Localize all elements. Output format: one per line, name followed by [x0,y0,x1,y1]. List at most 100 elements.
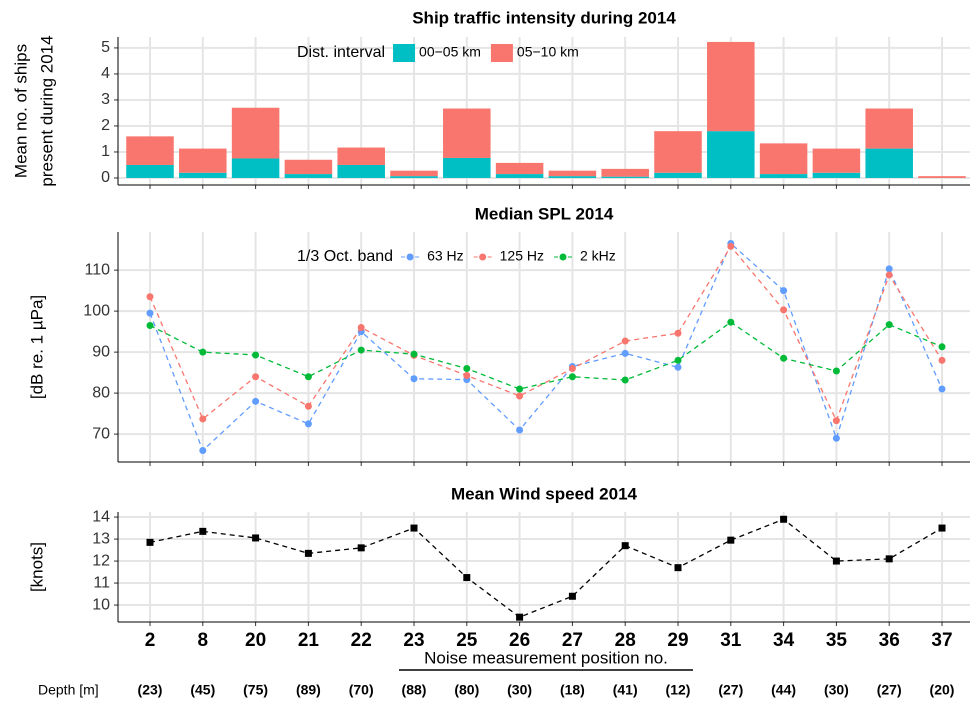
marker [199,447,207,455]
marker [146,538,154,546]
marker [674,329,682,337]
y-tick-label: 10 [92,596,110,613]
marker [568,592,576,600]
bar [443,157,491,178]
y-tick-label: 12 [92,552,110,569]
bar [231,158,280,178]
marker [516,392,524,400]
depth-value: (20) [930,682,955,698]
depth-value: (89) [296,682,321,698]
legend-title: 1/3 Oct. band [297,248,393,265]
marker [463,371,471,379]
legend-label: 125 Hz [500,248,544,264]
y-tick-label: 100 [83,302,110,319]
y-tick-label: 70 [92,425,110,442]
bar [179,148,227,173]
bar [126,136,174,165]
depth-value: (30) [824,682,849,698]
marker [252,373,260,381]
marker [252,534,260,542]
marker [885,271,893,279]
marker [780,287,788,295]
x-tick-label: 23 [403,630,424,651]
x-tick-label: 29 [667,630,688,651]
marker [199,527,207,535]
bar [812,148,861,173]
marker [516,426,524,434]
bar [759,143,808,175]
marker [304,373,312,381]
y-tick-label: 0 [101,169,110,186]
y-tick-label: 2 [101,117,110,134]
bar [601,168,649,177]
depth-value: (41) [613,682,638,698]
legend-swatch [490,44,513,62]
bar [284,159,333,175]
line [149,518,943,618]
legend-label: 00−05 km [419,44,481,60]
x-tick-label: 2 [145,630,156,651]
marker [463,365,471,373]
x-tick-label: 31 [720,630,742,651]
y-tick-label: 3 [101,91,110,108]
marker [674,564,682,572]
chart-title: Ship traffic intensity during 2014 [412,8,676,27]
bar [337,164,385,178]
line [149,321,943,390]
marker [252,397,260,405]
line [149,245,943,423]
marker [938,385,946,393]
bar [179,172,227,178]
depth-value: (75) [243,682,268,698]
depth-value: (80) [454,682,479,698]
marker [516,385,524,393]
marker [727,318,735,326]
marker [674,363,682,371]
marker [780,354,788,362]
bar [918,176,966,178]
bar [548,176,597,178]
x-tick-label: 27 [562,630,583,651]
bar [707,131,755,178]
marker [568,365,576,373]
marker [304,420,312,428]
marker [832,417,840,425]
x-axis-label: Noise measurement position no. [424,648,668,667]
legend-label: 63 Hz [427,248,464,264]
y-tick-label: 1 [101,143,110,160]
x-tick-label: 35 [826,630,848,651]
depth-label: Depth [m] [38,682,99,698]
marker [885,555,893,563]
y-tick-label: 11 [93,574,110,591]
bar [865,108,913,149]
bar [390,176,438,178]
y-tick-label: 90 [92,343,110,360]
y-tick-label: 5 [101,39,110,56]
chart-title: Median SPL 2014 [475,204,614,223]
y-tick-label: 80 [92,384,110,401]
y-axis-label: [dB re. 1 µPa] [27,295,46,399]
x-tick-label: 37 [931,630,952,651]
bar [548,170,597,177]
marker [885,321,893,329]
y-axis-label: present during 2014 [37,35,56,186]
bar [707,41,755,132]
marker [727,242,735,250]
marker [621,337,629,345]
bar [495,174,544,178]
marker [357,544,365,552]
depth-value: (27) [877,682,902,698]
marker [146,309,154,317]
marker [146,321,154,329]
marker [938,356,946,364]
x-tick-label: 21 [298,630,320,651]
marker [674,356,682,364]
x-tick-label: 20 [245,630,266,651]
marker [410,375,418,383]
marker [832,367,840,375]
marker [621,349,629,357]
bar [601,176,649,178]
marker [938,343,946,351]
bar [390,170,438,177]
x-tick-label: 36 [879,630,900,651]
